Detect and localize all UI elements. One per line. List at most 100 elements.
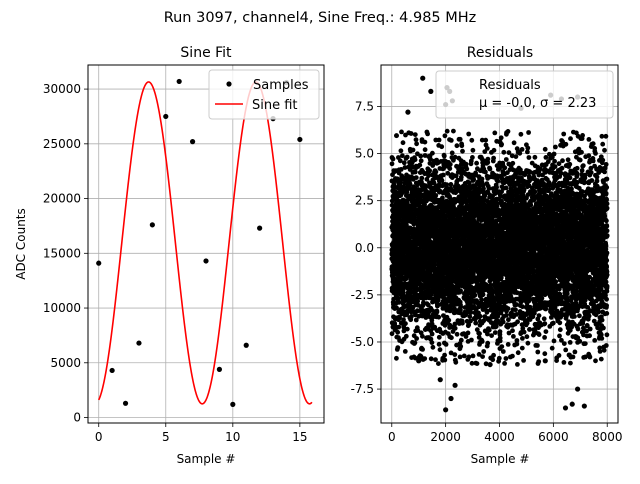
residual-point xyxy=(437,138,442,143)
residual-point xyxy=(491,353,496,358)
residual-point xyxy=(483,170,488,175)
residual-point xyxy=(481,349,486,354)
residual-point xyxy=(473,321,478,326)
residual-point xyxy=(481,186,486,191)
residual-point xyxy=(409,131,414,136)
residual-point xyxy=(438,347,443,352)
residual-point xyxy=(444,342,449,347)
sine-fit-xtick-label: 5 xyxy=(162,430,170,444)
residual-point xyxy=(504,356,509,361)
residual-point xyxy=(417,163,422,168)
residual-point xyxy=(453,360,458,365)
residual-point xyxy=(394,133,399,138)
residual-point xyxy=(510,161,515,166)
residual-point xyxy=(443,133,448,138)
residual-point xyxy=(475,361,480,366)
residual-point xyxy=(405,327,410,332)
sample-point xyxy=(163,114,168,119)
residual-point xyxy=(409,314,414,319)
residual-point xyxy=(473,293,478,298)
residual-point xyxy=(441,173,446,178)
residual-point xyxy=(459,143,464,148)
legend-samples-marker xyxy=(226,81,231,86)
sample-point xyxy=(297,137,302,142)
residual-point xyxy=(427,168,432,173)
residual-point xyxy=(490,357,495,362)
residual-point xyxy=(413,132,418,137)
residual-point xyxy=(506,342,511,347)
residual-point xyxy=(469,338,474,343)
residual-point xyxy=(390,331,395,336)
sample-point xyxy=(257,226,262,231)
residual-point xyxy=(520,147,525,152)
residuals-title: Residuals xyxy=(467,45,533,61)
sample-point xyxy=(96,261,101,266)
sine-fit-ytick-label: 0 xyxy=(73,411,81,425)
residual-point xyxy=(402,160,407,165)
residual-point xyxy=(479,297,484,302)
residual-point xyxy=(446,318,451,323)
residual-point xyxy=(506,129,511,134)
sine-fit-ytick-label: 10000 xyxy=(43,301,81,315)
residual-point xyxy=(458,344,463,349)
residual-point xyxy=(395,330,400,335)
residual-point xyxy=(516,350,521,355)
residual-point xyxy=(453,326,458,331)
residual-point xyxy=(494,185,499,190)
residual-point xyxy=(405,155,410,160)
residual-point xyxy=(437,335,442,340)
residual-point xyxy=(436,361,441,366)
residual-point xyxy=(425,132,430,137)
residual-point xyxy=(471,148,476,153)
residual-point xyxy=(414,141,419,146)
residual-point xyxy=(414,175,419,180)
residual-point xyxy=(401,140,406,145)
residual-point xyxy=(495,204,500,209)
residual-point xyxy=(394,356,399,361)
residual-point xyxy=(481,318,486,323)
residual-point xyxy=(390,161,395,166)
sample-point xyxy=(136,340,141,345)
sine-fit-ylabel: ADC Counts xyxy=(14,208,28,280)
residual-point xyxy=(511,334,516,339)
residual-point xyxy=(504,157,509,162)
residual-point xyxy=(485,341,490,346)
residual-point xyxy=(499,142,504,147)
residual-point xyxy=(413,157,418,162)
residual-point xyxy=(469,138,474,143)
residual-point xyxy=(467,355,472,360)
residual-point xyxy=(499,135,504,140)
residual-point xyxy=(445,129,450,134)
sine-fit-xtick-label: 0 xyxy=(95,430,103,444)
residual-point xyxy=(448,162,453,167)
sample-point xyxy=(177,79,182,84)
residual-point xyxy=(449,138,454,143)
sample-point xyxy=(217,367,222,372)
residual-point xyxy=(519,132,524,137)
residual-point xyxy=(499,344,504,349)
residual-point xyxy=(422,356,427,361)
residual-point xyxy=(433,193,438,198)
legend-samples-label: Samples xyxy=(253,78,309,93)
residual-point xyxy=(435,310,440,315)
residual-point xyxy=(458,305,463,310)
residual-point xyxy=(498,339,503,344)
sine-fit-xtick-label: 10 xyxy=(225,430,240,444)
residual-point xyxy=(442,358,447,363)
residual-point xyxy=(455,332,460,337)
sine-fit-ytick-label: 5000 xyxy=(50,356,81,370)
sample-point xyxy=(230,402,235,407)
residual-point xyxy=(399,148,404,153)
residual-point xyxy=(520,346,525,351)
residual-point xyxy=(430,332,435,337)
sample-point xyxy=(110,368,115,373)
residual-point xyxy=(513,307,518,312)
residual-point xyxy=(474,161,479,166)
residual-point xyxy=(450,151,455,156)
residual-point xyxy=(419,158,424,163)
sine-fit-ytick-label: 30000 xyxy=(43,82,81,96)
sine-fit-xlabel: Sample # xyxy=(177,452,236,466)
residual-point xyxy=(460,321,465,326)
residual-point xyxy=(492,131,497,136)
